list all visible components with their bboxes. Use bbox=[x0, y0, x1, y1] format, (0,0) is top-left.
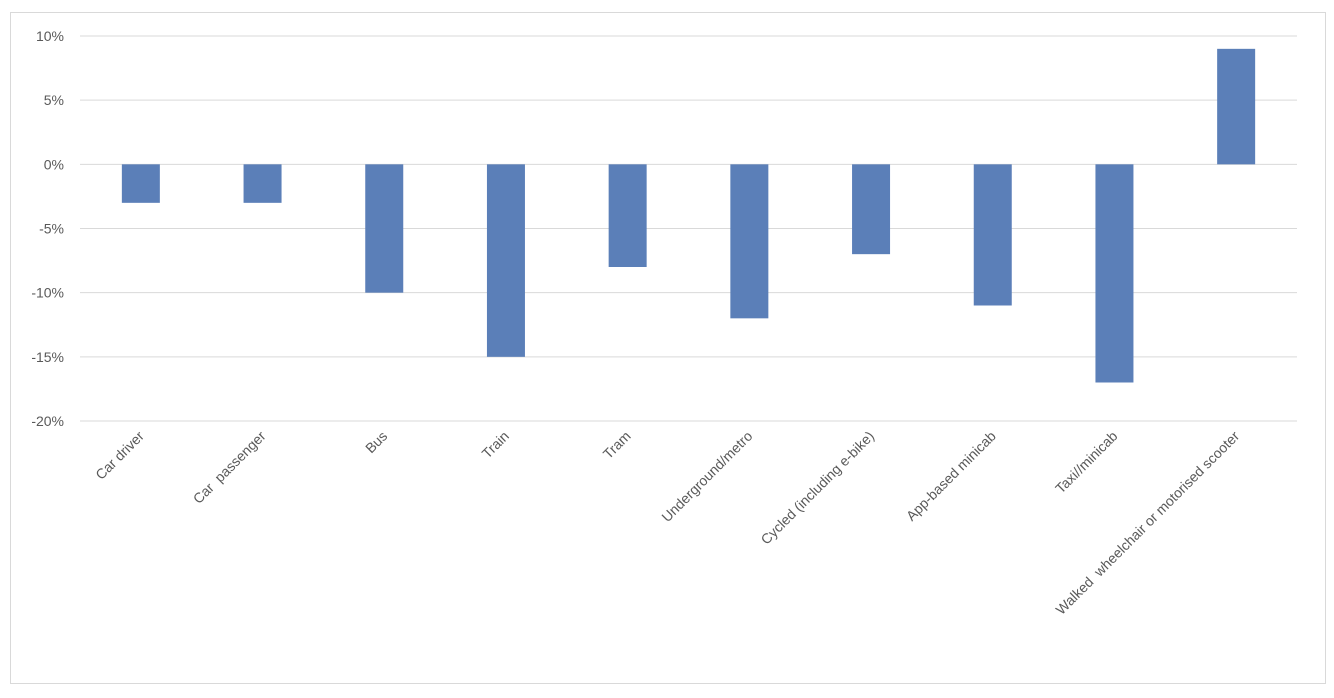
x-category-label: Underground/metro bbox=[658, 428, 755, 525]
y-tick-label: 5% bbox=[44, 92, 64, 108]
x-category-label: Car driver bbox=[92, 428, 147, 483]
y-tick-label: -20% bbox=[31, 413, 64, 429]
y-tick-label: -5% bbox=[39, 221, 64, 237]
bar bbox=[365, 164, 404, 293]
x-category-label: Car passenger bbox=[190, 428, 269, 507]
bar bbox=[608, 164, 647, 267]
y-tick-label: 10% bbox=[36, 28, 64, 44]
x-category-label: Train bbox=[479, 428, 513, 462]
x-axis-category-labels: Car driver Car passenger Bus Train Tram Under… bbox=[92, 428, 1242, 618]
x-category-label: Cycled (including e-bike) bbox=[757, 428, 877, 548]
gridlines bbox=[80, 35, 1297, 422]
bar bbox=[243, 164, 282, 203]
bar bbox=[730, 164, 769, 319]
y-axis-tick-labels: 10% 5% 0% -5% -10% -15% -20% bbox=[31, 28, 64, 429]
x-category-label: Taxi//minicab bbox=[1052, 428, 1121, 497]
bar bbox=[121, 164, 160, 203]
bar bbox=[1217, 48, 1256, 165]
x-category-label: Bus bbox=[362, 428, 390, 456]
bar bbox=[486, 164, 525, 357]
bar bbox=[973, 164, 1012, 306]
bars bbox=[121, 48, 1256, 383]
y-tick-label: -15% bbox=[31, 349, 64, 365]
x-category-label: Tram bbox=[600, 428, 634, 462]
x-category-label: App-based minicab bbox=[903, 428, 999, 524]
bar bbox=[852, 164, 891, 255]
bar bbox=[1095, 164, 1134, 383]
y-tick-label: -10% bbox=[31, 285, 64, 301]
y-tick-label: 0% bbox=[44, 156, 64, 172]
